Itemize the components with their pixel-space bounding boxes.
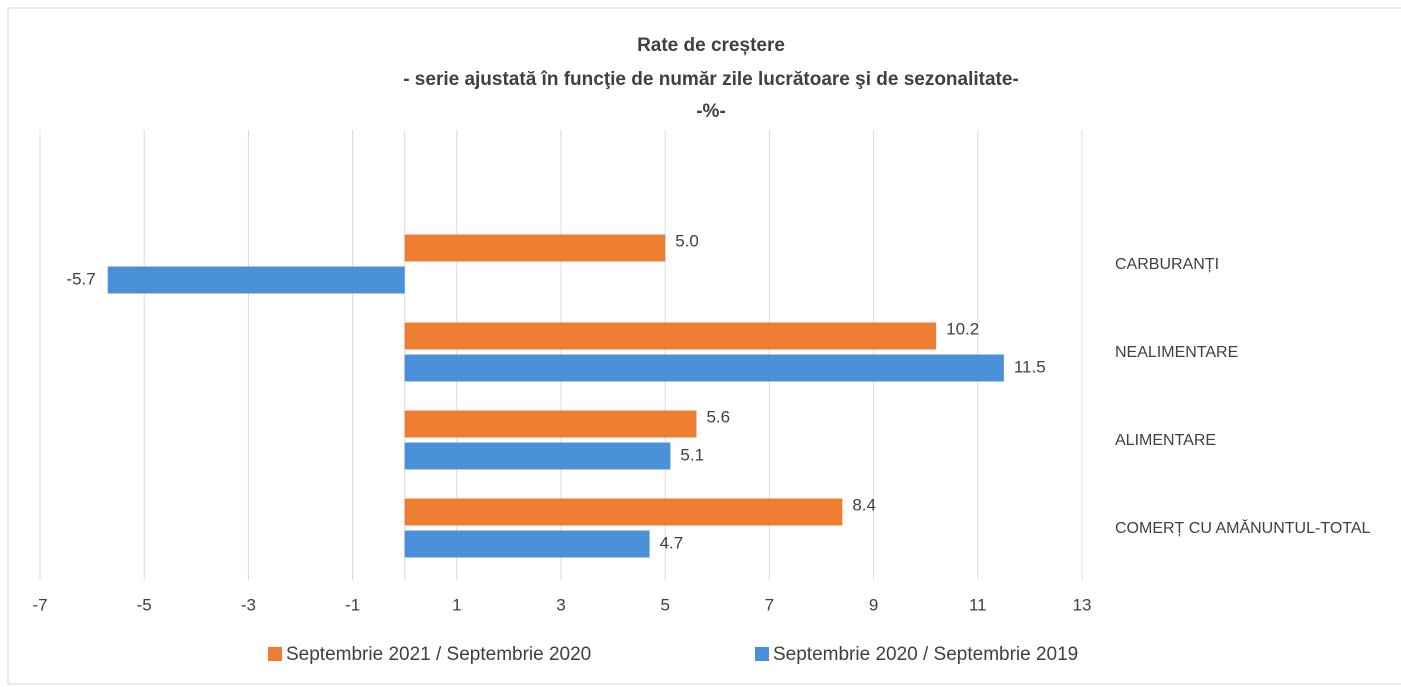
x-tick-label: 7 bbox=[765, 595, 774, 614]
legend-label: Septembrie 2020 / Septembrie 2019 bbox=[773, 644, 1078, 665]
unit-label: -%- bbox=[696, 101, 726, 122]
chart-subtitle: - serie ajustată în funcţie de număr zil… bbox=[403, 69, 1019, 90]
legend-swatch bbox=[755, 647, 769, 661]
bar bbox=[404, 442, 671, 470]
data-label: 5.1 bbox=[680, 445, 704, 464]
data-label: 5.0 bbox=[675, 231, 699, 250]
data-label: 11.5 bbox=[1014, 357, 1046, 376]
x-tick-label: 11 bbox=[969, 595, 987, 614]
bar bbox=[404, 234, 666, 262]
data-label: 4.7 bbox=[660, 533, 684, 552]
bar bbox=[404, 498, 843, 526]
bar bbox=[107, 266, 405, 294]
x-tick-label: 5 bbox=[660, 595, 669, 614]
category-label: NEALIMENTARE bbox=[1115, 344, 1238, 361]
x-tick-label: 13 bbox=[1073, 595, 1092, 614]
category-label: ALIMENTARE bbox=[1115, 432, 1216, 449]
x-tick-label: 9 bbox=[869, 595, 878, 614]
x-tick-label: -5 bbox=[137, 595, 152, 614]
bar bbox=[404, 322, 937, 350]
category-label: COMERȚ CU AMĂNUNTUL-TOTAL bbox=[1115, 518, 1371, 537]
bar bbox=[404, 354, 1004, 382]
chart-title: Rate de creștere bbox=[637, 35, 785, 56]
x-tick-label: 3 bbox=[556, 595, 565, 614]
legend-swatch bbox=[268, 647, 282, 661]
category-label: CARBURANȚI bbox=[1115, 256, 1219, 273]
data-label: 5.6 bbox=[706, 407, 730, 426]
data-label: -5.7 bbox=[66, 269, 95, 288]
x-tick-label: -3 bbox=[241, 595, 256, 614]
legend-label: Septembrie 2021 / Septembrie 2020 bbox=[286, 644, 591, 665]
bar bbox=[404, 530, 650, 558]
x-tick-label: 1 bbox=[452, 595, 461, 614]
x-tick-label: -1 bbox=[345, 595, 360, 614]
x-tick-label: -7 bbox=[32, 595, 47, 614]
bar bbox=[404, 410, 697, 438]
data-label: 10.2 bbox=[946, 319, 979, 338]
data-label: 8.4 bbox=[852, 495, 876, 514]
